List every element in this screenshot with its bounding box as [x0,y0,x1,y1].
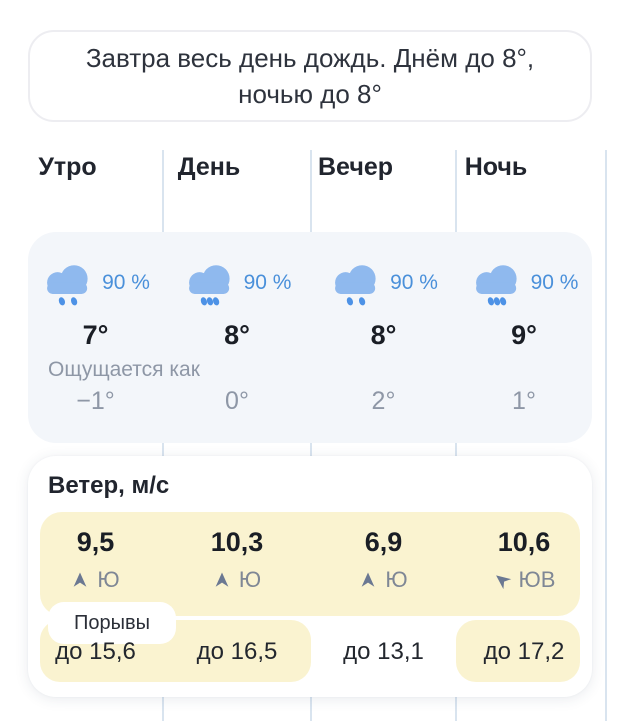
wind-highlight-bg [40,512,580,616]
feels-like-value: 1° [512,386,536,415]
precip-percent: 90 % [243,271,292,294]
wind-direction-arrow-icon [213,571,231,589]
feels-like-label: Ощущается как [48,358,200,381]
gusts-label-pill: Порывы [48,602,176,644]
gust-value: до 17,2 [483,638,565,665]
wind-direction-arrow-icon [359,571,377,589]
temperature-row: 7° 8° 8° 9° [28,316,592,354]
wind-direction-row: Ю Ю Ю ЮВ [28,566,592,594]
temperature-value: 8° [224,319,250,350]
forecast-card: 90 % 90 % 90 % 90 % 7° [28,232,592,443]
daypart-header-row: Утро День Вечер Ночь [0,150,620,184]
wind-direction-label: Ю [238,567,262,592]
temperature-value: 7° [82,319,109,350]
precip-percent: 90 % [530,271,579,294]
gust-highlight-bg [456,620,580,682]
wind-direction-label: ЮВ [518,567,556,592]
precip-percent: 90 % [102,271,150,294]
column-header-night: Ночь [464,152,528,181]
wind-direction-label: Ю [385,567,408,592]
wind-speed-value: 9,5 [76,526,115,557]
column-header-evening: Вечер [317,152,394,181]
feels-like-value: −1° [76,386,115,415]
summary-text-line: ночью до 8° [238,79,382,109]
temperature-value: 9° [511,319,537,350]
feels-like-value: 2° [371,386,396,415]
rain-cloud-icon [470,259,524,308]
gust-value: до 13,1 [343,638,424,665]
rain-cloud-icon [41,259,95,308]
wind-section-title: Ветер, м/с [48,472,170,499]
wind-direction-arrow-icon [71,571,89,589]
rain-cloud-icon [329,259,383,308]
wind-gust-row: до 15,6 до 16,5 до 13,1 до 17,2 [28,632,592,672]
feels-like-row: −1° 0° 2° 1° [28,384,592,418]
gust-value: до 15,6 [55,638,136,665]
wind-card: Ветер, м/с Порывы 9,5 10,3 6,9 10,6 Ю Ю … [28,456,592,697]
column-header-morning: Утро [38,152,97,181]
wind-speed-value: 10,6 [497,526,551,557]
wind-speed-row: 9,5 10,3 6,9 10,6 [28,522,592,562]
summary-text-line: Завтра весь день дождь. Днём до 8°, [85,43,535,73]
rain-cloud-icon [183,259,237,308]
column-header-day: День [177,152,241,181]
wind-speed-value: 10,3 [210,526,264,557]
wind-direction-arrow-icon [493,571,511,590]
feels-like-value: 0° [225,386,249,415]
temperature-value: 8° [370,319,397,350]
wind-speed-value: 6,9 [364,526,403,557]
gust-value: до 16,5 [196,638,278,665]
wind-direction-label: Ю [97,567,120,592]
precip-percent: 90 % [390,271,438,294]
column-divider [605,150,607,721]
forecast-summary-card: Завтра весь день дождь. Днём до 8°, ночь… [28,30,592,122]
precipitation-row: 90 % 90 % 90 % 90 % [28,252,592,314]
